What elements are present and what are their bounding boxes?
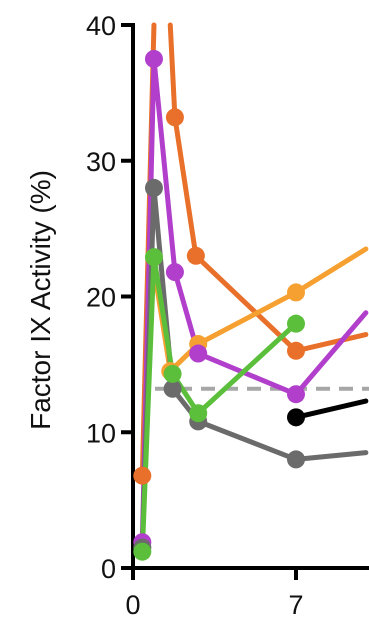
data-point <box>163 364 182 383</box>
axes: 0 10 20 30 40 0 7 <box>86 11 369 620</box>
y-tick-label: 40 <box>86 11 116 41</box>
data-point <box>144 178 163 197</box>
data-point <box>165 263 184 282</box>
data-point <box>133 542 152 561</box>
series-line-2 <box>167 22 369 354</box>
series-markers <box>133 49 305 561</box>
data-point <box>144 49 163 68</box>
data-point <box>287 341 305 360</box>
y-tick-label: 0 <box>101 554 116 584</box>
data-point <box>287 314 305 333</box>
y-axis-title: Factor IX Activity (%) <box>25 170 56 430</box>
data-point <box>186 246 205 265</box>
x-tick-label: 0 <box>125 590 140 620</box>
data-point <box>133 466 152 485</box>
series-lines <box>139 22 369 555</box>
data-point <box>287 283 305 302</box>
data-point <box>163 379 182 398</box>
data-point <box>189 344 208 363</box>
data-point <box>287 450 305 469</box>
series-line-5 <box>139 185 369 551</box>
data-point <box>165 108 184 127</box>
data-point <box>287 408 305 427</box>
y-tick-label: 20 <box>86 283 116 313</box>
x-tick-label: 7 <box>288 590 303 620</box>
data-point <box>144 248 163 267</box>
y-tick-label: 10 <box>86 418 116 448</box>
data-point <box>287 385 305 404</box>
data-point <box>189 404 208 423</box>
series-line-4 <box>139 56 369 545</box>
y-tick-label: 30 <box>86 147 116 177</box>
series-line-7 <box>293 398 369 420</box>
